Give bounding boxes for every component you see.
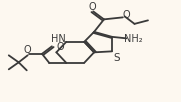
Text: S: S [114, 53, 120, 63]
Text: NH₂: NH₂ [124, 34, 143, 44]
Text: O: O [122, 10, 130, 20]
Text: O: O [24, 45, 31, 55]
Text: O: O [89, 2, 96, 12]
Text: HN: HN [51, 34, 66, 44]
Text: O: O [56, 42, 64, 52]
